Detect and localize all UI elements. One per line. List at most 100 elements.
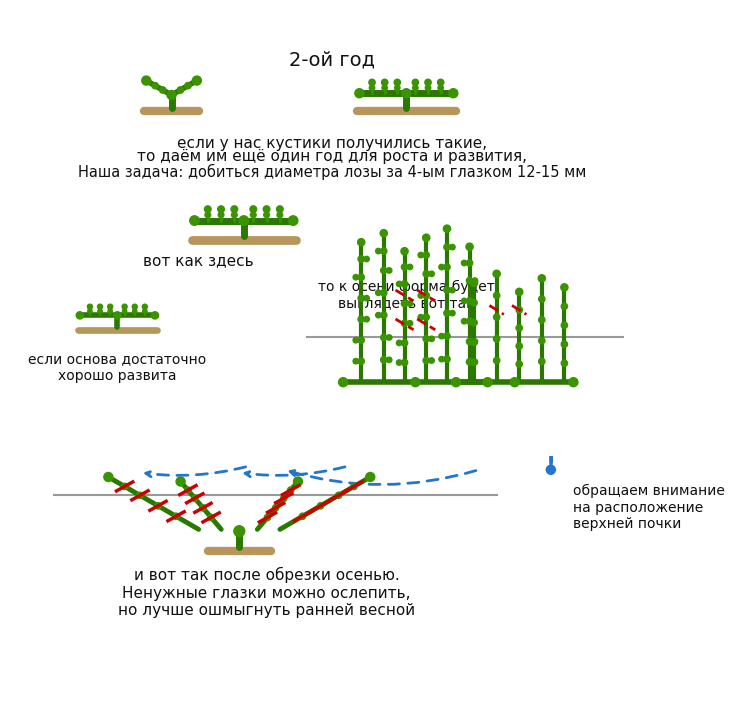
Circle shape (444, 287, 450, 293)
Circle shape (76, 312, 83, 319)
Circle shape (104, 473, 113, 481)
Circle shape (561, 322, 567, 328)
Circle shape (418, 293, 424, 298)
Circle shape (429, 358, 434, 363)
Circle shape (546, 465, 556, 474)
Circle shape (561, 341, 567, 347)
Circle shape (263, 206, 270, 212)
Circle shape (394, 85, 400, 90)
Text: обращаем внимание
на расположение
верхней почки: обращаем внимание на расположение верхне… (573, 484, 725, 530)
Circle shape (382, 79, 388, 85)
Text: вот как здесь: вот как здесь (143, 253, 254, 268)
Circle shape (444, 310, 450, 316)
Circle shape (483, 377, 492, 387)
Circle shape (438, 85, 444, 90)
Circle shape (353, 358, 358, 364)
Circle shape (510, 377, 520, 387)
Circle shape (239, 216, 248, 225)
Circle shape (467, 318, 472, 325)
Circle shape (423, 271, 430, 277)
Circle shape (539, 296, 545, 303)
Circle shape (516, 325, 523, 331)
Circle shape (429, 336, 434, 342)
Circle shape (444, 356, 450, 362)
Circle shape (516, 288, 523, 295)
Circle shape (358, 358, 364, 365)
Circle shape (380, 267, 387, 273)
Circle shape (276, 206, 283, 212)
Circle shape (569, 377, 578, 387)
Circle shape (335, 492, 342, 498)
Circle shape (423, 293, 430, 298)
Circle shape (192, 76, 201, 85)
Circle shape (408, 320, 413, 326)
Circle shape (444, 225, 450, 232)
Circle shape (185, 487, 191, 493)
Circle shape (264, 212, 270, 218)
Circle shape (422, 234, 430, 241)
Circle shape (386, 268, 392, 273)
Circle shape (418, 315, 424, 320)
Circle shape (143, 309, 147, 313)
Circle shape (351, 483, 357, 490)
Circle shape (137, 492, 143, 498)
Circle shape (493, 271, 500, 278)
Circle shape (369, 85, 374, 90)
Circle shape (439, 264, 444, 270)
Circle shape (364, 317, 369, 322)
Circle shape (178, 87, 184, 93)
Circle shape (189, 216, 199, 225)
Circle shape (402, 360, 408, 366)
Circle shape (402, 340, 408, 346)
Circle shape (380, 290, 387, 296)
Circle shape (287, 487, 294, 493)
Circle shape (438, 79, 444, 85)
Circle shape (277, 212, 283, 218)
Circle shape (159, 87, 166, 93)
Circle shape (369, 79, 375, 85)
Circle shape (380, 312, 387, 318)
Circle shape (439, 333, 444, 339)
Circle shape (423, 252, 430, 258)
Circle shape (358, 274, 364, 281)
Circle shape (386, 335, 392, 340)
Circle shape (358, 256, 364, 262)
Circle shape (97, 304, 102, 309)
Circle shape (423, 335, 430, 342)
Circle shape (470, 279, 478, 286)
Circle shape (176, 477, 185, 486)
Circle shape (366, 473, 374, 481)
Circle shape (357, 239, 365, 246)
Circle shape (494, 335, 500, 342)
Circle shape (471, 320, 478, 326)
Text: !: ! (546, 456, 556, 476)
Circle shape (539, 337, 545, 344)
Circle shape (380, 248, 387, 254)
Circle shape (452, 377, 461, 387)
Circle shape (412, 79, 419, 85)
Circle shape (394, 79, 400, 85)
Circle shape (204, 206, 211, 212)
Circle shape (173, 513, 179, 520)
Circle shape (539, 358, 545, 365)
Circle shape (358, 337, 364, 343)
Circle shape (353, 337, 358, 343)
Circle shape (444, 264, 450, 271)
Text: то даём им ещё один год для роста и развития,: то даём им ещё один год для роста и разв… (137, 150, 527, 164)
Circle shape (494, 357, 500, 364)
Text: и вот так после обрезки осенью.
Ненужные глазки можно ослепить,
но лучше ошмыгну: и вот так после обрезки осенью. Ненужные… (118, 567, 415, 618)
Text: 2-ой год: 2-ой год (290, 51, 375, 70)
Circle shape (450, 244, 455, 250)
Circle shape (152, 83, 158, 89)
Circle shape (380, 335, 387, 340)
Circle shape (444, 244, 450, 250)
Circle shape (151, 312, 158, 319)
Circle shape (208, 514, 214, 520)
Circle shape (353, 275, 358, 280)
Circle shape (376, 290, 381, 295)
Circle shape (494, 314, 500, 320)
Circle shape (466, 243, 473, 251)
Circle shape (376, 248, 381, 253)
Circle shape (380, 357, 387, 363)
Circle shape (450, 310, 455, 316)
